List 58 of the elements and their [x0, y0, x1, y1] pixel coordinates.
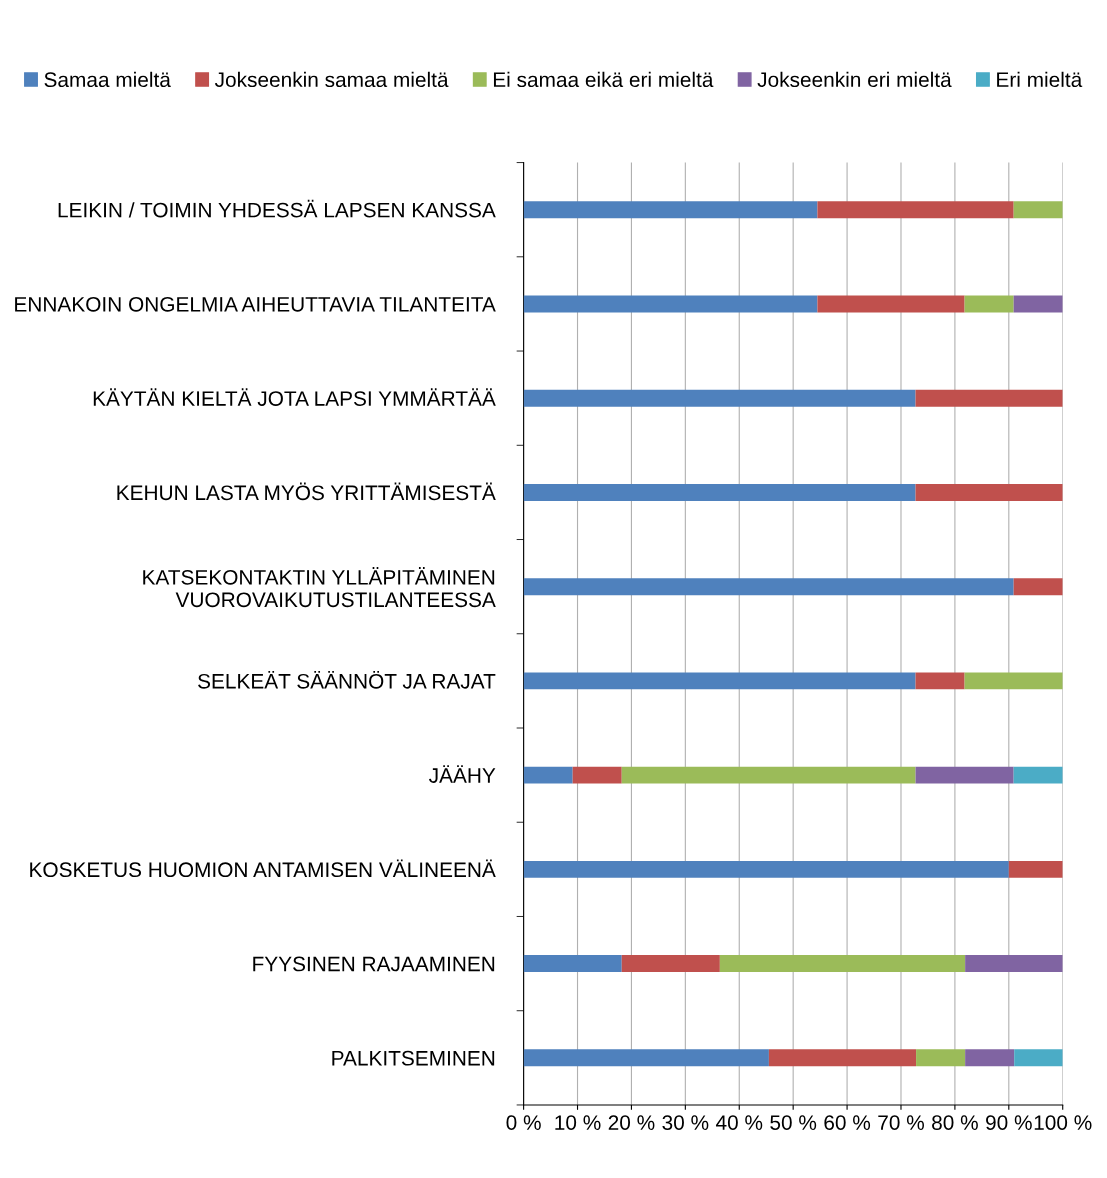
bar — [523, 201, 818, 219]
x-tick-label: 80 % — [932, 1115, 978, 1130]
x-tick-label: 90 % — [986, 1115, 1032, 1130]
y-tick-label: KEHUN LASTA MYÖS YRITTÄMISESTÄ — [117, 482, 496, 501]
legend-label: Ei samaa eikä eri mieltä — [493, 71, 714, 88]
bar — [768, 1049, 917, 1067]
x-tick-label: 60 % — [824, 1115, 871, 1130]
bar — [719, 955, 966, 973]
bar — [523, 860, 1009, 878]
bar — [1013, 295, 1063, 313]
bar — [817, 295, 965, 313]
legend-label: Samaa mieltä — [44, 71, 171, 88]
x-tick-label: 100 % — [1034, 1115, 1092, 1130]
bar — [523, 766, 573, 784]
bar — [964, 672, 1063, 690]
legend-label: Jokseenkin samaa mieltä — [214, 71, 449, 88]
bar — [572, 766, 622, 784]
y-tick-label: ENNAKOIN ONGELMIA AIHEUTTAVIA TILANTEITA — [15, 296, 496, 312]
bar — [621, 955, 720, 973]
bar — [916, 1049, 966, 1067]
bar — [523, 389, 916, 407]
bar — [1013, 766, 1063, 784]
bar — [915, 672, 965, 690]
bar — [817, 201, 1014, 219]
y-tick-label: SELKEÄT SÄÄNNÖT JA RAJAT — [198, 671, 496, 689]
bar — [523, 672, 916, 690]
legend-label: Jokseenkin eri mieltä — [757, 71, 952, 88]
x-tick-label: 40 % — [715, 1115, 763, 1130]
bar — [523, 578, 1014, 596]
bar — [523, 295, 818, 313]
y-tick-label: FYYSINEN RAJAAMINEN — [253, 956, 495, 972]
bar — [915, 389, 1063, 407]
bar — [915, 766, 1014, 784]
y-tick-label: KOSKETUS HUOMION ANTAMISEN VÄLINEENÄ — [30, 859, 496, 878]
y-tick-label: LEIKIN / TOIMIN YHDESSÄ LAPSEN KANSSA — [58, 199, 496, 218]
bar — [523, 955, 622, 973]
x-tick-label: 70 % — [878, 1115, 924, 1130]
y-tick-label: KÄYTÄN KIELTÄ JOTA LAPSI YMMÄRTÄÄ — [93, 388, 496, 406]
x-tick-label: 50 % — [770, 1115, 817, 1130]
y-tick-label: PALKITSEMINEN — [332, 1050, 495, 1066]
x-tick-label: 10 % — [555, 1115, 601, 1130]
bar — [1013, 201, 1063, 219]
bar — [621, 766, 916, 784]
bar — [964, 295, 1014, 313]
bar — [1013, 578, 1063, 596]
x-tick-label: 20 % — [608, 1115, 655, 1130]
legend-label: Eri mieltä — [997, 71, 1083, 88]
y-tick-label: KATSEKONTAKTIN YLLÄPITÄMINEN VUOROVAIKUTUSTILANTEESSA — [143, 567, 496, 608]
x-tick-label: 0 % — [506, 1115, 541, 1130]
bar — [965, 955, 1063, 973]
bar — [965, 1049, 1015, 1067]
bar — [1014, 1049, 1063, 1067]
bar — [1008, 860, 1063, 878]
y-tick-label: JÄÄHY — [429, 765, 496, 783]
bar — [523, 483, 916, 501]
x-tick-label: 30 % — [662, 1115, 709, 1130]
bar — [915, 483, 1063, 501]
bar — [523, 1049, 769, 1067]
